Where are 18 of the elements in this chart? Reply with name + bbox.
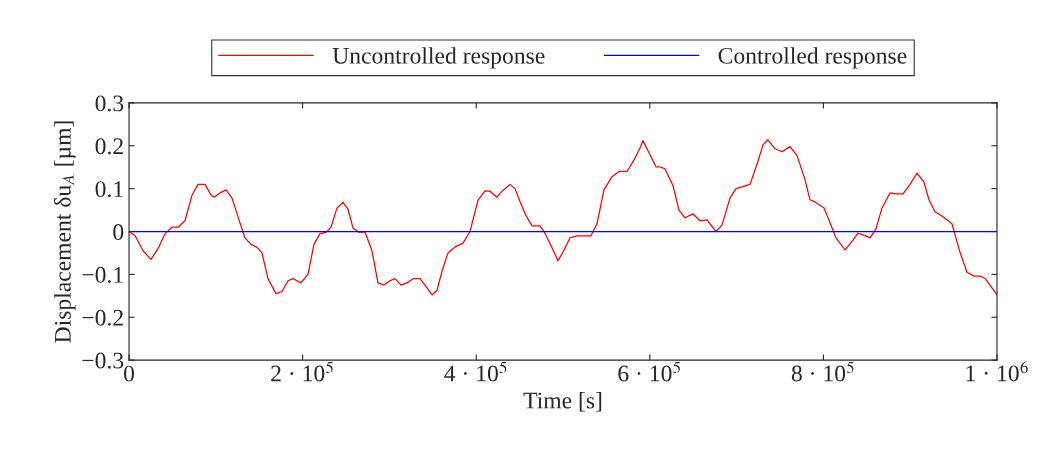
x-tick-label: 0 [124, 365, 135, 382]
y-tick-label: −0.2 [82, 309, 123, 326]
x-tick-label: 1 · 10$^{6}$ [966, 361, 1028, 382]
y-tick-label: −0.1 [82, 266, 123, 283]
y-tick-label: −0.3 [82, 352, 124, 369]
x-tick-label: 8 · 10$^{5}$ [791, 361, 854, 382]
x-axis-title: Time [s] [523, 391, 602, 412]
y-axis-title: Displacement δu$_{A}$ [µm] [54, 121, 76, 343]
line-series [129, 139, 997, 296]
y-tick-label: 0 [113, 223, 124, 240]
x-tick-label: 4 · 10$^{5}$ [444, 361, 507, 382]
x-tick-label: 2 · 10$^{5}$ [271, 361, 333, 382]
y-tick-label: 0.1 [95, 181, 123, 198]
legend-label: Controlled response [718, 47, 907, 69]
y-tick-label: 0.3 [95, 95, 124, 112]
legend-label: Uncontrolled response [332, 47, 545, 69]
x-tick-label: 6 · 10$^{5}$ [618, 361, 681, 382]
y-tick-label: 0.2 [95, 138, 123, 155]
